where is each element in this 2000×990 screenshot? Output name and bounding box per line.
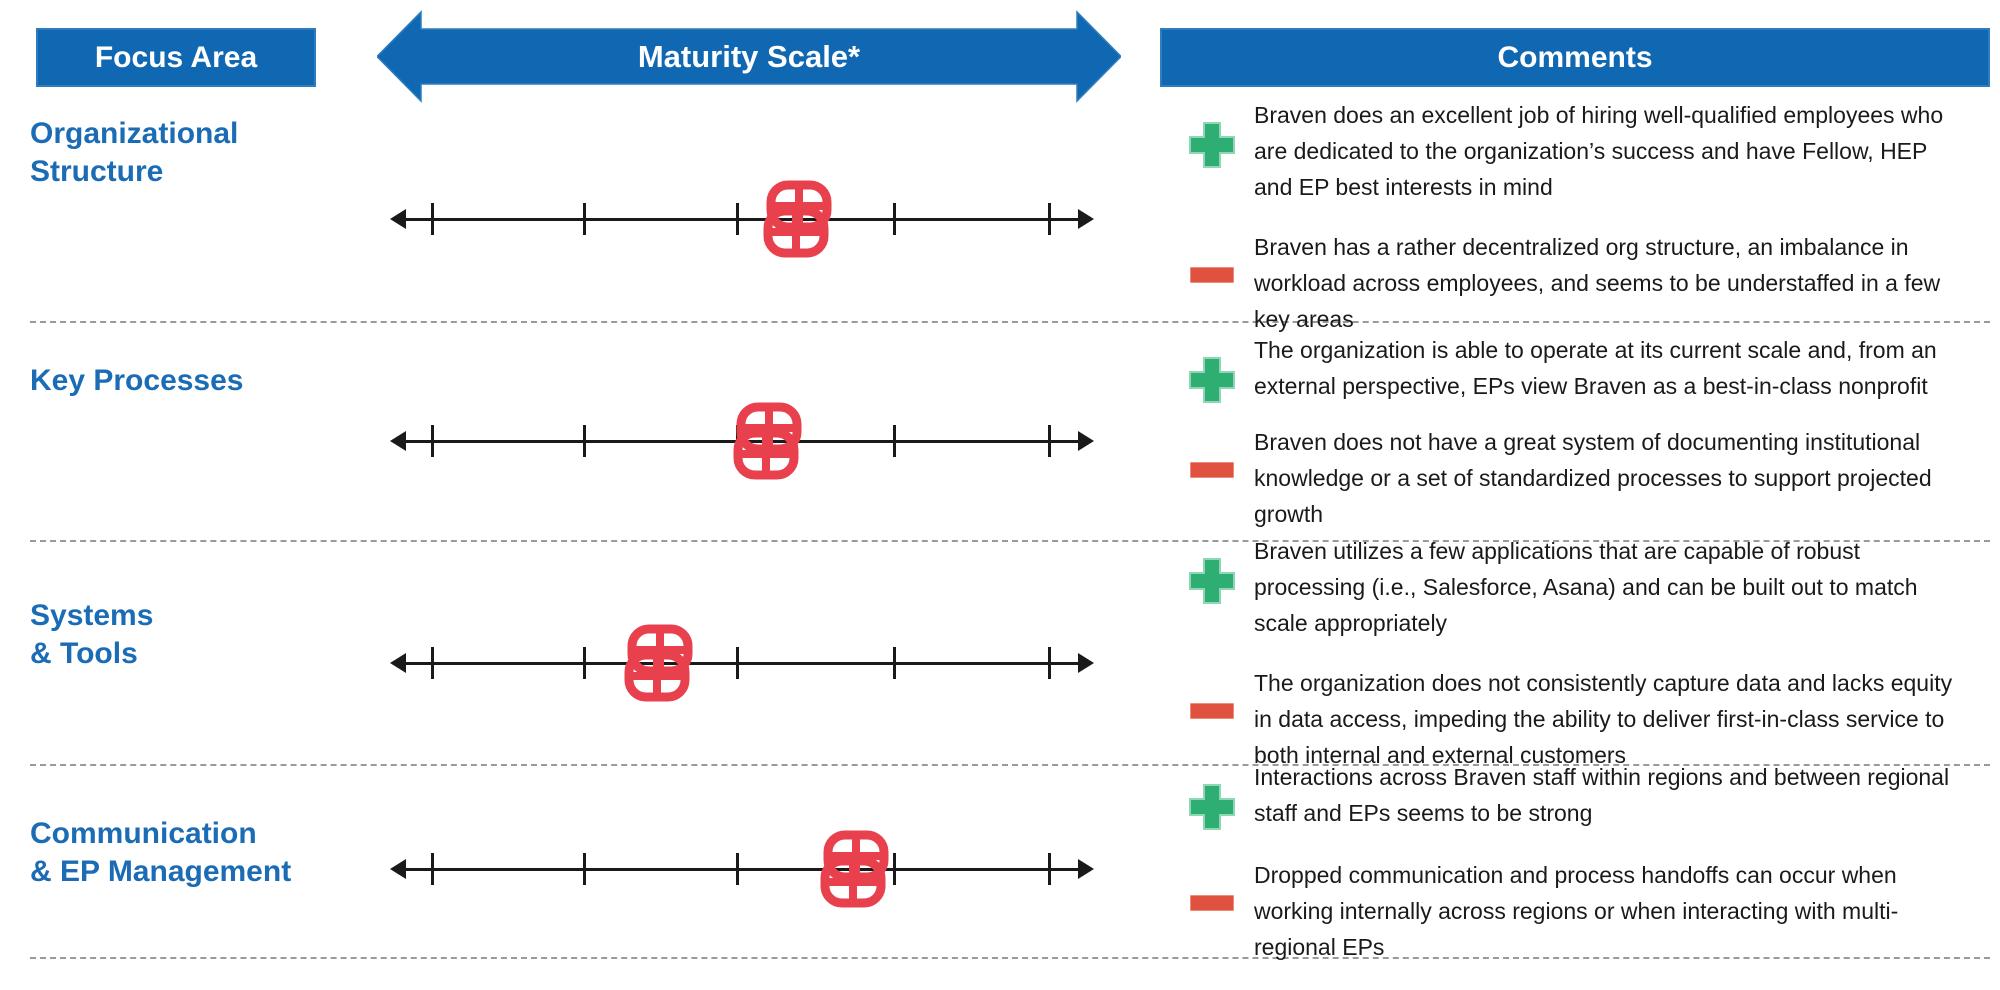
negative-comment-item: Braven does not have a great system of d… bbox=[1188, 424, 1990, 532]
focus-area-label: Communication & EP Management bbox=[30, 817, 292, 888]
scale-tick bbox=[736, 203, 740, 235]
focus-area-label: Organizational Structure bbox=[30, 117, 239, 188]
maturity-scale-header: Maturity Scale* bbox=[377, 10, 1121, 103]
plus-icon bbox=[1188, 332, 1236, 404]
left-arrowhead-icon bbox=[390, 859, 406, 879]
positive-comment-item: The organization is able to operate at i… bbox=[1188, 332, 1990, 404]
comments-cell: Braven utilizes a few applications that … bbox=[1140, 538, 1990, 768]
negative-comment-text: The organization does not consistently c… bbox=[1254, 670, 1953, 768]
scale-tick bbox=[1047, 853, 1051, 885]
focus-area-label: Systems & Tools bbox=[30, 599, 154, 670]
scale-axis bbox=[400, 867, 1084, 871]
maturity-scale-header-label: Maturity Scale* bbox=[637, 38, 861, 74]
negative-comment-item: Dropped communication and process handof… bbox=[1188, 857, 1990, 965]
positive-comment-item: Braven does an excellent job of hiring w… bbox=[1188, 97, 1990, 205]
maturity-marker-icon bbox=[762, 180, 834, 258]
right-arrowhead-icon bbox=[1078, 431, 1094, 451]
minus-icon bbox=[1188, 229, 1236, 283]
scale-tick bbox=[582, 647, 586, 679]
row-key-processes: Key Processes bbox=[30, 323, 1990, 542]
scale-tick bbox=[582, 203, 586, 235]
scale-tick bbox=[582, 425, 586, 457]
focus-area-header: Focus Area bbox=[36, 28, 316, 87]
scale-tick bbox=[1047, 647, 1051, 679]
positive-comment-text: Braven utilizes a few applications that … bbox=[1254, 538, 1918, 636]
maturity-scale bbox=[390, 180, 1094, 258]
focus-area-label: Key Processes bbox=[30, 364, 244, 397]
plus-icon bbox=[1188, 759, 1236, 831]
scale-tick bbox=[430, 853, 434, 885]
negative-comment-item: The organization does not consistently c… bbox=[1188, 665, 1990, 773]
maturity-scale bbox=[390, 402, 1094, 480]
left-arrowhead-icon bbox=[390, 209, 406, 229]
scale-tick bbox=[893, 203, 897, 235]
scale-axis bbox=[400, 217, 1084, 221]
minus-icon bbox=[1188, 857, 1236, 911]
comments-cell: Braven does an excellent job of hiring w… bbox=[1140, 95, 1990, 332]
double-arrow-banner bbox=[377, 10, 1121, 103]
scale-tick bbox=[736, 647, 740, 679]
plus-icon bbox=[1188, 97, 1236, 169]
scale-tick bbox=[430, 647, 434, 679]
scale-tick bbox=[1047, 425, 1051, 457]
maturity-scale bbox=[390, 830, 1094, 908]
plus-icon bbox=[1188, 533, 1236, 605]
left-arrowhead-icon bbox=[390, 653, 406, 673]
scale-tick bbox=[1047, 203, 1051, 235]
scale-tick bbox=[736, 853, 740, 885]
positive-comment-item: Interactions across Braven staff within … bbox=[1188, 759, 1990, 831]
minus-icon bbox=[1188, 424, 1236, 478]
right-arrowhead-icon bbox=[1078, 209, 1094, 229]
scale-axis bbox=[400, 661, 1084, 665]
positive-comment-item: Braven utilizes a few applications that … bbox=[1188, 533, 1990, 641]
maturity-marker-icon bbox=[623, 624, 695, 702]
scale-tick bbox=[893, 853, 897, 885]
right-arrowhead-icon bbox=[1078, 859, 1094, 879]
negative-comment-text: Dropped communication and process handof… bbox=[1254, 861, 1899, 960]
row-communication-ep-management: Communication & EP Management bbox=[30, 764, 1990, 960]
scale-tick bbox=[582, 853, 586, 885]
row-systems-tools: Systems & Tools bbox=[30, 538, 1990, 768]
maturity-marker-icon bbox=[819, 830, 891, 908]
left-arrowhead-icon bbox=[390, 431, 406, 451]
positive-comment-text: Interactions across Braven staff within … bbox=[1254, 763, 1950, 826]
scale-tick bbox=[430, 203, 434, 235]
row-organizational-structure: Organizational Structure bbox=[30, 95, 1990, 332]
right-arrowhead-icon bbox=[1078, 653, 1094, 673]
negative-comment-item: Braven has a rather decentralized org st… bbox=[1188, 229, 1990, 337]
negative-comment-text: Braven does not have a great system of d… bbox=[1254, 428, 1932, 527]
scale-tick bbox=[893, 647, 897, 679]
comments-header: Comments bbox=[1160, 28, 1990, 87]
scale-tick bbox=[893, 425, 897, 457]
negative-comment-text: Braven has a rather decentralized org st… bbox=[1254, 234, 1941, 332]
minus-icon bbox=[1188, 665, 1236, 719]
positive-comment-text: The organization is able to operate at i… bbox=[1254, 336, 1937, 399]
positive-comment-text: Braven does an excellent job of hiring w… bbox=[1254, 102, 1944, 200]
maturity-scale bbox=[390, 624, 1094, 702]
comments-cell: The organization is able to operate at i… bbox=[1140, 323, 1990, 540]
comments-cell: Interactions across Braven staff within … bbox=[1140, 764, 1990, 960]
maturity-marker-icon bbox=[732, 402, 804, 480]
scale-tick bbox=[430, 425, 434, 457]
